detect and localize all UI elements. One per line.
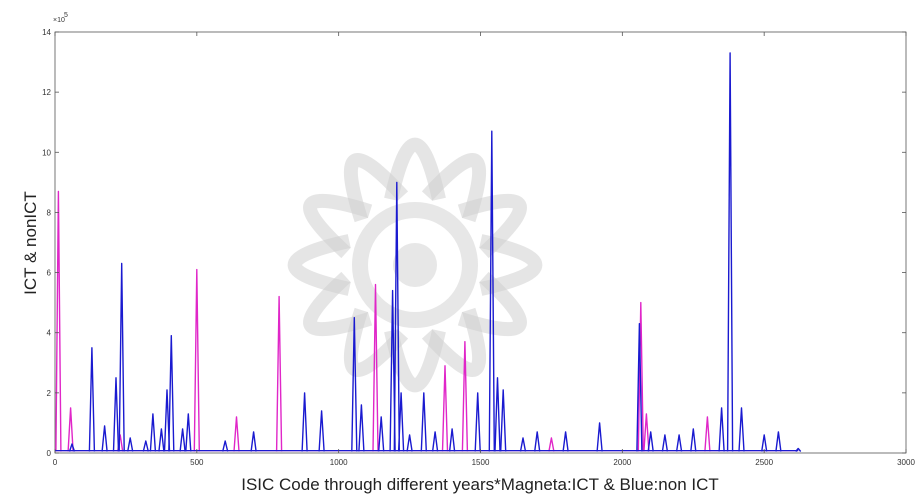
nonict-peak <box>738 407 745 452</box>
ict-peak <box>193 268 200 452</box>
nonict-peak <box>378 416 385 452</box>
nonict-peak <box>718 407 725 452</box>
nonict-peak <box>149 413 157 452</box>
nonict-peak <box>534 431 541 452</box>
watermark-petal <box>421 307 487 377</box>
y-tick-label: 2 <box>47 389 52 398</box>
nonict-peak <box>494 377 501 452</box>
watermark-petal <box>343 153 409 223</box>
nonict-peak <box>88 347 96 452</box>
x-tick-label: 1000 <box>330 458 348 467</box>
y-tick-label: 10 <box>42 148 51 157</box>
x-tick-label: 0 <box>53 458 58 467</box>
watermark-emblem <box>287 137 543 393</box>
y-axis-label: ICT & nonICT <box>21 191 40 295</box>
x-axis-label: ISIC Code through different years*Magnet… <box>241 475 719 494</box>
nonict-peak <box>406 434 413 452</box>
nonict-peak <box>397 392 405 452</box>
nonict-peak <box>795 447 802 452</box>
watermark-petal <box>287 234 351 296</box>
y-tick-label: 8 <box>47 208 52 217</box>
watermark-petal <box>479 234 543 296</box>
nonict-peak <box>488 130 495 452</box>
nonict-peak <box>500 389 507 452</box>
nonict-peak <box>690 428 697 452</box>
ict-peak <box>461 341 469 452</box>
y-exponent-power: 5 <box>64 12 68 19</box>
watermark-petal <box>303 271 373 337</box>
nonict-peak <box>726 52 734 452</box>
nonict-peak <box>761 434 768 452</box>
y-tick-label: 0 <box>47 449 52 458</box>
nonict-peak <box>661 434 669 452</box>
ict-peak <box>637 301 644 452</box>
watermark-petal <box>303 193 373 259</box>
nonict-peak <box>168 335 175 452</box>
nonict-peak <box>222 440 229 452</box>
nonict-peak <box>185 413 192 452</box>
nonict-peak <box>636 323 643 452</box>
x-tick-label: 3000 <box>897 458 915 467</box>
nonict-peak <box>562 431 569 452</box>
watermark-petal <box>384 329 446 393</box>
ict-peak <box>441 365 449 452</box>
nonict-peak <box>420 392 427 452</box>
nonict-peak <box>301 392 308 452</box>
y-tick-label: 14 <box>42 28 51 37</box>
ict-peak <box>643 413 650 452</box>
nonict-peak <box>68 443 76 452</box>
nonict-peak <box>127 437 134 452</box>
y-exponent-base: ×10 <box>53 17 65 24</box>
ict-peak <box>704 416 711 452</box>
watermark-ring <box>352 202 478 328</box>
ict-peak <box>55 190 62 452</box>
ict-peak <box>275 295 283 452</box>
ict-peak <box>67 407 74 452</box>
ict-peak <box>548 437 555 452</box>
tick-layer: 0 500 1000 1500 2000 2500 3000 0 2 4 6 8 10 12 14 <box>42 28 915 467</box>
ict-peak <box>372 283 379 452</box>
watermark-core <box>393 243 437 287</box>
nonict-peak <box>358 404 365 452</box>
x-tick-label: 2000 <box>613 458 631 467</box>
nonict-peak <box>118 262 125 452</box>
nonict-peak <box>142 440 149 452</box>
nonict-peak <box>351 317 358 452</box>
series-layer <box>55 52 802 452</box>
nonict-peak <box>647 431 654 452</box>
nonict-peak <box>596 422 603 452</box>
y-tick-label: 4 <box>47 329 52 338</box>
nonict-peak <box>519 437 527 452</box>
nonict-peak <box>318 410 325 452</box>
nonict-peak <box>101 425 108 452</box>
nonict-peak <box>474 392 481 452</box>
nonict-peak <box>112 377 120 452</box>
nonict-peak <box>393 181 400 452</box>
watermark-petal <box>457 193 527 259</box>
nonict-peak <box>179 428 186 452</box>
ict-peak <box>233 416 240 452</box>
watermark-petal <box>421 153 487 223</box>
nonict-peak <box>250 431 257 452</box>
x-tick-label: 2500 <box>755 458 773 467</box>
nonict-peak <box>431 431 439 452</box>
nonict-peak <box>675 434 683 452</box>
nonict-peak <box>158 428 165 452</box>
x-tick-label: 500 <box>190 458 204 467</box>
watermark-petal <box>457 271 527 337</box>
nonict-peak <box>448 428 456 452</box>
watermark-petal <box>384 137 446 201</box>
y-tick-label: 12 <box>42 88 51 97</box>
x-tick-label: 1500 <box>472 458 490 467</box>
y-tick-label: 6 <box>47 269 52 278</box>
nonict-peak <box>775 431 782 452</box>
